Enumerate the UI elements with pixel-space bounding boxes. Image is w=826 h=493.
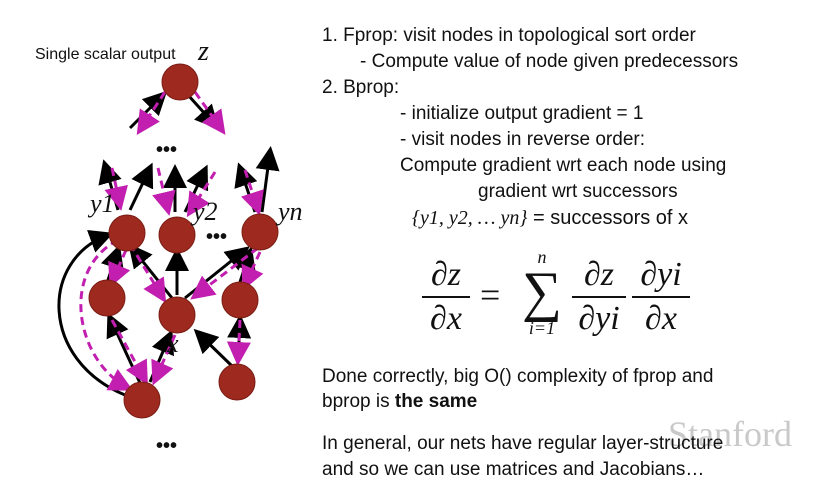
y2-label: y2 bbox=[190, 197, 218, 226]
term1-numerator: ∂z bbox=[583, 256, 615, 293]
lhs-denominator: ∂x bbox=[430, 300, 462, 337]
note1-prefix: bprop is bbox=[322, 391, 395, 412]
node-bottom-left bbox=[123, 381, 161, 419]
chain-rule-equation: ∂z ∂x = n ∑ i=1 ∂z ∂yi ∂yi ∂x bbox=[422, 248, 702, 353]
sum-upper: n bbox=[537, 247, 547, 267]
node-yn bbox=[241, 213, 279, 251]
note1-line2: bprop is the same bbox=[322, 391, 477, 413]
term1-denominator: ∂yi bbox=[578, 300, 620, 337]
node-z bbox=[161, 63, 199, 101]
backward-edges bbox=[79, 91, 264, 391]
sum-symbol: ∑ bbox=[522, 261, 562, 323]
y1-label: y1 bbox=[87, 189, 115, 218]
node-y1 bbox=[108, 214, 146, 252]
stanford-logo: Stanford bbox=[668, 414, 792, 454]
output-var: z bbox=[197, 36, 209, 67]
step2: 2. Bprop: bbox=[322, 77, 400, 98]
equals-sign: = bbox=[480, 275, 501, 315]
sum-lower: i=1 bbox=[528, 318, 556, 338]
node-y2 bbox=[158, 216, 196, 254]
note1-bold: the same bbox=[394, 391, 478, 412]
dots-top: ••• bbox=[156, 139, 177, 161]
step1-sub: - Compute value of node given predecesso… bbox=[360, 51, 739, 72]
term2-numerator: ∂yi bbox=[640, 256, 682, 293]
yn-label: yn bbox=[275, 197, 303, 226]
note1-line1: Done correctly, big O() complexity of fp… bbox=[322, 366, 714, 387]
term2-denominator: ∂x bbox=[645, 300, 677, 337]
step1: 1. Fprop: visit nodes in topological sor… bbox=[322, 25, 696, 46]
step2-b: - visit nodes in reverse order: bbox=[400, 129, 645, 150]
node-bottom-right bbox=[218, 363, 256, 401]
step2-d: gradient wrt successors bbox=[478, 181, 678, 202]
lhs-numerator: ∂z bbox=[430, 256, 462, 293]
x-label: x bbox=[166, 329, 179, 358]
step2-a: - initialize output gradient = 1 bbox=[400, 103, 644, 124]
node-left bbox=[88, 279, 126, 317]
step2-c: Compute gradient wrt each node using bbox=[400, 155, 727, 176]
successors-text: = successors of x bbox=[532, 207, 689, 229]
dots-mid: ••• bbox=[206, 226, 227, 248]
node-x bbox=[158, 296, 196, 334]
node-right bbox=[221, 281, 259, 319]
dots-bottom: ••• bbox=[156, 435, 177, 457]
successors-set: {y1, y2, … yn} bbox=[412, 207, 528, 229]
output-label: Single scalar output bbox=[35, 46, 176, 63]
note2-line1: In general, our nets have regular layer-… bbox=[322, 433, 724, 454]
note2-line2: and so we can use matrices and Jacobians… bbox=[322, 459, 705, 480]
computation-graph-diagram: Single scalar output z ••• y1 y2 ••• yn … bbox=[35, 36, 303, 457]
